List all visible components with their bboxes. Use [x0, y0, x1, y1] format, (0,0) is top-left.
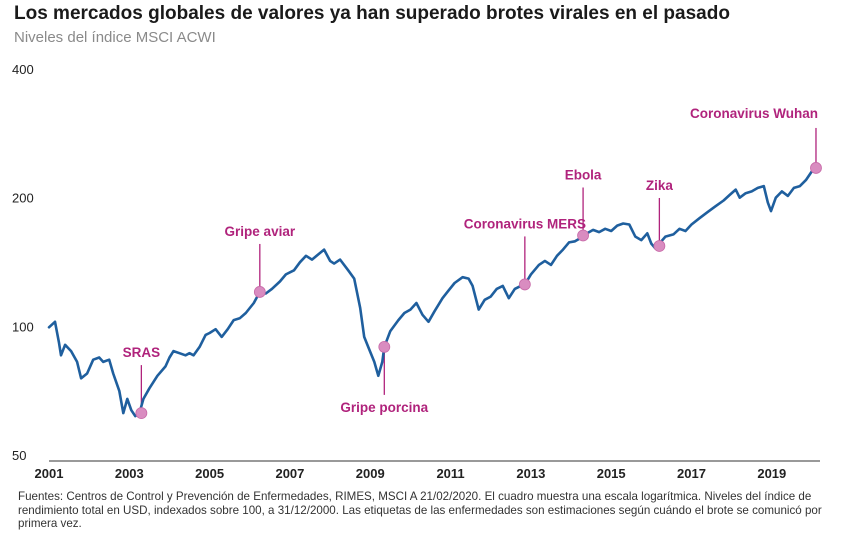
- annotation-marker: [518, 278, 531, 291]
- annotation-markers: [135, 162, 822, 419]
- annotation-label: Coronavirus MERS: [464, 216, 586, 231]
- x-tick-label: 2015: [597, 466, 626, 481]
- series-line-msci-acwi: [47, 163, 819, 418]
- chart-subtitle: Niveles del índice MSCI ACWI: [14, 29, 216, 46]
- y-axis: 50 100 200 400: [12, 62, 34, 463]
- annotation-marker: [577, 229, 589, 242]
- y-tick-label: 50: [12, 448, 26, 463]
- annotation-lines: [140, 127, 817, 414]
- annotation-labels: SRAS Gripe aviar Gripe porcina Coronavirus …: [123, 106, 818, 415]
- annotation-label: Coronavirus Wuhan: [690, 106, 818, 121]
- annotation-label: SRAS: [123, 345, 161, 360]
- x-tick-label: 2013: [516, 466, 545, 481]
- annotation-label: Gripe aviar: [225, 224, 296, 239]
- x-tick-label: 2003: [115, 466, 144, 481]
- source-note: Fuentes: Centros de Control y Prevención…: [18, 490, 822, 530]
- y-tick-label: 200: [12, 191, 34, 206]
- annotation-marker: [135, 407, 148, 419]
- annotation-label: Ebola: [565, 168, 602, 183]
- annotation-marker: [810, 162, 822, 174]
- x-tick-label: 2009: [356, 466, 385, 481]
- y-tick-label: 100: [12, 319, 34, 334]
- annotation-marker: [378, 340, 391, 353]
- x-tick-label: 2005: [195, 466, 224, 481]
- annotation-marker: [653, 240, 666, 252]
- x-tick-label: 2001: [35, 466, 64, 481]
- annotation-label: Zika: [646, 178, 674, 193]
- x-tick-label: 2007: [275, 466, 304, 481]
- chart-title: Los mercados globales de valores ya han …: [14, 3, 730, 24]
- x-axis: 2001 2003 2005 2007 2009 2011 2013 2015 2017 2019: [35, 460, 820, 481]
- x-tick-label: 2011: [436, 466, 464, 481]
- x-tick-label: 2019: [757, 466, 786, 481]
- annotation-label: Gripe porcina: [340, 400, 428, 415]
- x-tick-label: 2017: [677, 466, 706, 481]
- y-tick-label: 400: [12, 62, 34, 77]
- annotation-marker: [253, 286, 266, 298]
